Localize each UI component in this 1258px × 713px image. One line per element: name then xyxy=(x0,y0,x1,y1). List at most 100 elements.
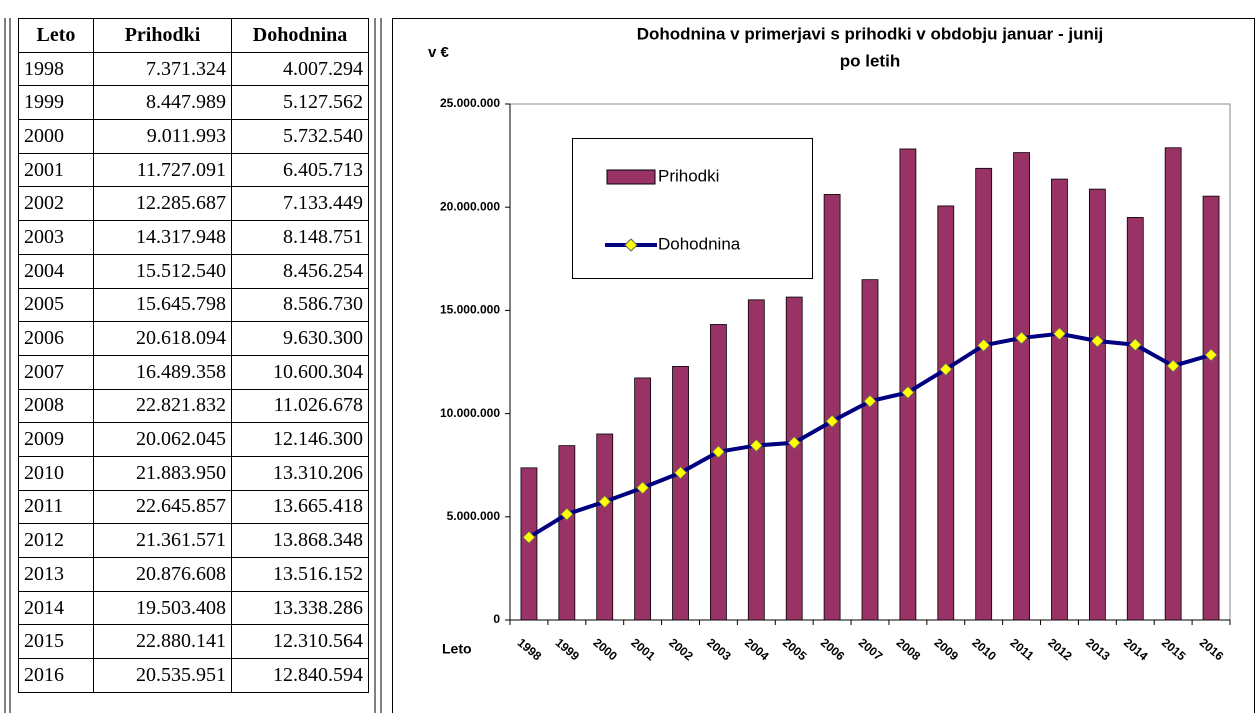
table-cell: 5.127.562 xyxy=(231,85,369,121)
table-cell: 2012 xyxy=(18,523,94,558)
bar xyxy=(596,433,614,621)
bar xyxy=(1051,178,1068,621)
table-cell: 22.645.857 xyxy=(93,489,232,525)
bar xyxy=(634,377,652,621)
table-cell: 4.007.294 xyxy=(231,51,369,87)
marker xyxy=(1015,331,1029,345)
table-cell: 2011 xyxy=(18,489,94,525)
x-tick-label: 1998 xyxy=(515,635,545,663)
table-cell: 10.600.304 xyxy=(231,354,369,390)
table-row: 2007 16.489.358 10.600.304 xyxy=(18,354,369,390)
table-cell: 1998 xyxy=(18,51,94,87)
header-cell: Prihodki xyxy=(93,18,232,53)
chart-title: Dohodnina v primerjavi s prihodki v obdo… xyxy=(637,24,1104,43)
table-cell: 2007 xyxy=(18,354,94,390)
marker xyxy=(1204,348,1218,362)
legend-label: Prihodki xyxy=(658,166,719,185)
table-cell: 13.665.418 xyxy=(231,489,369,525)
table-cell: 11.026.678 xyxy=(231,388,369,424)
legend-marker xyxy=(624,238,638,252)
table-cell: 15.645.798 xyxy=(93,287,232,323)
y-tick-label: 10.000.000 xyxy=(440,406,500,420)
x-tick-label: 2008 xyxy=(894,635,924,663)
x-tick-label: 2005 xyxy=(780,635,810,663)
table-cell: 1999 xyxy=(18,85,94,121)
table-cell: 8.447.989 xyxy=(93,85,232,121)
table-cell: 2016 xyxy=(18,658,94,693)
table-cell: 2006 xyxy=(18,321,94,356)
table-cell: 13.868.348 xyxy=(231,523,369,558)
legend-swatch xyxy=(606,169,656,185)
table-cell: 20.876.608 xyxy=(93,557,232,592)
marker xyxy=(711,445,725,459)
marker xyxy=(1090,334,1104,348)
marker xyxy=(1128,338,1142,352)
table-cell: 13.516.152 xyxy=(231,557,369,592)
x-tick-label: 2009 xyxy=(932,635,962,663)
table-row: 2016 20.535.951 12.840.594 xyxy=(18,658,369,693)
table-row: 2002 12.285.687 7.133.449 xyxy=(18,186,369,222)
bar xyxy=(1126,217,1144,621)
x-tick-label: 2010 xyxy=(969,635,999,663)
marker xyxy=(1166,359,1180,373)
table-row: 2001 11.727.091 6.405.713 xyxy=(18,152,369,188)
x-tick-label: 2014 xyxy=(1121,635,1151,663)
marker xyxy=(863,394,877,408)
bar xyxy=(975,167,993,621)
table-row: 1998 7.371.324 4.007.294 xyxy=(18,51,369,87)
marker xyxy=(636,481,650,495)
x-tick-label: 2006 xyxy=(818,635,848,663)
x-tick-label: 2000 xyxy=(591,635,621,663)
chart-title: po letih xyxy=(840,51,900,70)
table-cell: 20.618.094 xyxy=(93,321,232,356)
x-tick-label: 2011 xyxy=(1008,636,1037,664)
bar xyxy=(1013,152,1030,621)
y-tick-label: 15.000.000 xyxy=(440,303,500,317)
table-cell: 12.840.594 xyxy=(231,658,369,693)
table-cell: 11.727.091 xyxy=(93,152,232,188)
table-cell: 9.011.993 xyxy=(93,119,232,154)
marker xyxy=(977,338,991,352)
table-cell: 5.732.540 xyxy=(231,119,369,154)
marker xyxy=(901,385,915,399)
table-cell: 8.586.730 xyxy=(231,287,369,323)
bar xyxy=(823,194,841,621)
bar xyxy=(1202,195,1220,621)
table-row: 2006 20.618.094 9.630.300 xyxy=(18,321,369,356)
table-cell: 2002 xyxy=(18,186,94,222)
y-axis-label: v € xyxy=(428,44,450,61)
marker xyxy=(939,362,953,376)
bar xyxy=(899,148,917,621)
bar xyxy=(1164,147,1182,621)
bar xyxy=(520,467,538,621)
x-tick-label: 2013 xyxy=(1083,635,1113,663)
table-row: 2005 15.645.798 8.586.730 xyxy=(18,287,369,323)
legend-label: Dohodnina xyxy=(658,234,741,253)
marker xyxy=(560,507,574,521)
header-row: Leto Prihodki Dohodnina xyxy=(18,18,369,53)
data-table: Leto Prihodki Dohodnina 1998 7.371.324 4.007.… xyxy=(18,18,369,693)
marker xyxy=(1052,327,1067,341)
x-tick-label: 2016 xyxy=(1197,635,1227,663)
table-cell: 2005 xyxy=(18,287,94,323)
table-cell: 12.310.564 xyxy=(231,624,369,660)
header-cell: Leto xyxy=(18,18,94,53)
x-tick-label: 2012 xyxy=(1045,635,1075,663)
table-cell: 16.489.358 xyxy=(93,354,232,390)
bar xyxy=(672,366,689,621)
table-cell: 2000 xyxy=(18,119,94,154)
table-row: 2014 19.503.408 13.338.286 xyxy=(18,590,369,626)
table-row: 2003 14.317.948 8.148.751 xyxy=(18,220,369,255)
x-axis-label: Leto xyxy=(442,641,472,657)
bar xyxy=(1088,188,1106,621)
x-tick-label: 2003 xyxy=(704,635,734,663)
chart-frame xyxy=(392,18,1255,713)
table-cell: 8.456.254 xyxy=(231,253,369,289)
x-tick-label: 2004 xyxy=(742,635,772,663)
table-row: 2015 22.880.141 12.310.564 xyxy=(18,624,369,660)
table-row: 1999 8.447.989 5.127.562 xyxy=(18,85,369,121)
x-tick-label: 2007 xyxy=(856,635,886,663)
y-tick-label: 20.000.000 xyxy=(440,199,500,213)
